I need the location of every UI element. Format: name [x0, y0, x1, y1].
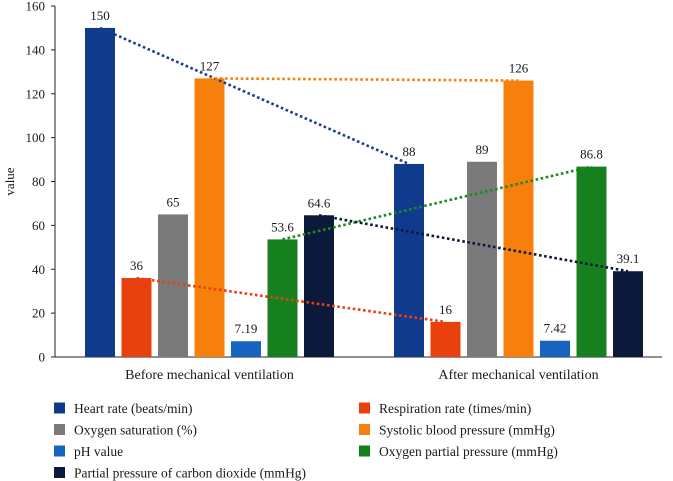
data-label: 88 — [403, 144, 416, 159]
bar-systolic-blood-pressure-mmhg-after — [503, 80, 534, 358]
trend-layer — [99, 26, 629, 324]
trend-line-systolic-blood-pressure-mmhg — [209, 77, 519, 82]
legend-label: Partial pressure of carbon dioxide (mmHg… — [74, 466, 306, 481]
axis-layer: 0 20 40 60 80 100 120 140 160 value Before mechani… — [2, 0, 662, 383]
data-label: 89 — [476, 142, 489, 157]
bar-ph-value-after — [540, 340, 570, 357]
legend-label: Systolic blood pressure (mmHg) — [379, 423, 555, 438]
legend-swatch — [54, 467, 65, 478]
y-tick-label: 100 — [26, 130, 46, 145]
data-label: 36 — [130, 258, 144, 273]
legend-label: Oxygen saturation (%) — [74, 423, 197, 438]
legend-label: pH value — [74, 444, 123, 459]
data-label: 39.1 — [617, 251, 640, 266]
data-label: 150 — [90, 8, 110, 23]
y-tick-label: 120 — [26, 86, 46, 101]
legend-swatch — [54, 445, 65, 457]
legend-swatch — [359, 445, 370, 457]
bar-heart-rate-beats-min-before — [85, 27, 115, 357]
data-label: 65 — [167, 194, 180, 209]
trend-line-respiration-rate-times-min — [136, 276, 446, 324]
legend-swatch — [359, 424, 370, 435]
x-category-label: Before mechanical ventilation — [125, 368, 294, 383]
data-label: 86.8 — [580, 147, 603, 162]
bar-partial-pressure-of-carbon-dioxide-mmhg-after — [613, 271, 643, 357]
data-label: 16 — [439, 302, 453, 317]
legend-label: Respiration rate (times/min) — [379, 401, 531, 416]
trend-line-oxygen-partial-pressure-mmhg — [282, 165, 592, 241]
bar-heart-rate-beats-min-after — [394, 163, 424, 357]
labels-layer: 150 88 36 16 65 89 127 126 7.19 7.42 53.6 86.8 64.6 3… — [90, 8, 639, 336]
bar-partial-pressure-of-carbon-dioxide-mmhg-before — [304, 215, 334, 357]
legend-layer: Heart rate (beats/min) Respiration rate (… — [54, 401, 558, 481]
y-tick-label: 20 — [32, 306, 45, 321]
x-category-label: After mechanical ventilation — [438, 368, 598, 383]
y-tick-label: 0 — [39, 350, 46, 365]
trend-line-heart-rate-beats-min — [99, 26, 410, 166]
y-tick-label: 80 — [32, 174, 45, 189]
data-label: 7.19 — [235, 321, 258, 336]
legend-swatch — [54, 424, 65, 435]
legend-label: Oxygen partial pressure (mmHg) — [379, 444, 558, 459]
legend-label: Heart rate (beats/min) — [74, 401, 192, 416]
y-tick-label: 60 — [32, 218, 45, 233]
bar-systolic-blood-pressure-mmhg-before — [194, 78, 225, 358]
legend-swatch — [359, 402, 370, 414]
data-label: 126 — [509, 61, 529, 76]
data-label: 53.6 — [271, 219, 294, 234]
legend-swatch — [54, 402, 65, 414]
bars-layer — [85, 27, 643, 358]
data-label: 64.6 — [308, 195, 331, 210]
y-tick-label: 140 — [26, 42, 46, 57]
trend-line-partial-pressure-of-carbon-dioxide-mmhg — [318, 214, 629, 273]
y-axis-title: value — [2, 167, 17, 195]
bar-respiration-rate-times-min-after — [430, 321, 461, 357]
data-label: 127 — [200, 58, 220, 73]
y-tick-label: 160 — [26, 0, 46, 14]
bar-respiration-rate-times-min-before — [121, 278, 152, 357]
y-tick-label: 40 — [32, 262, 45, 277]
data-label: 7.42 — [544, 321, 567, 336]
bar-ph-value-before — [231, 341, 261, 357]
